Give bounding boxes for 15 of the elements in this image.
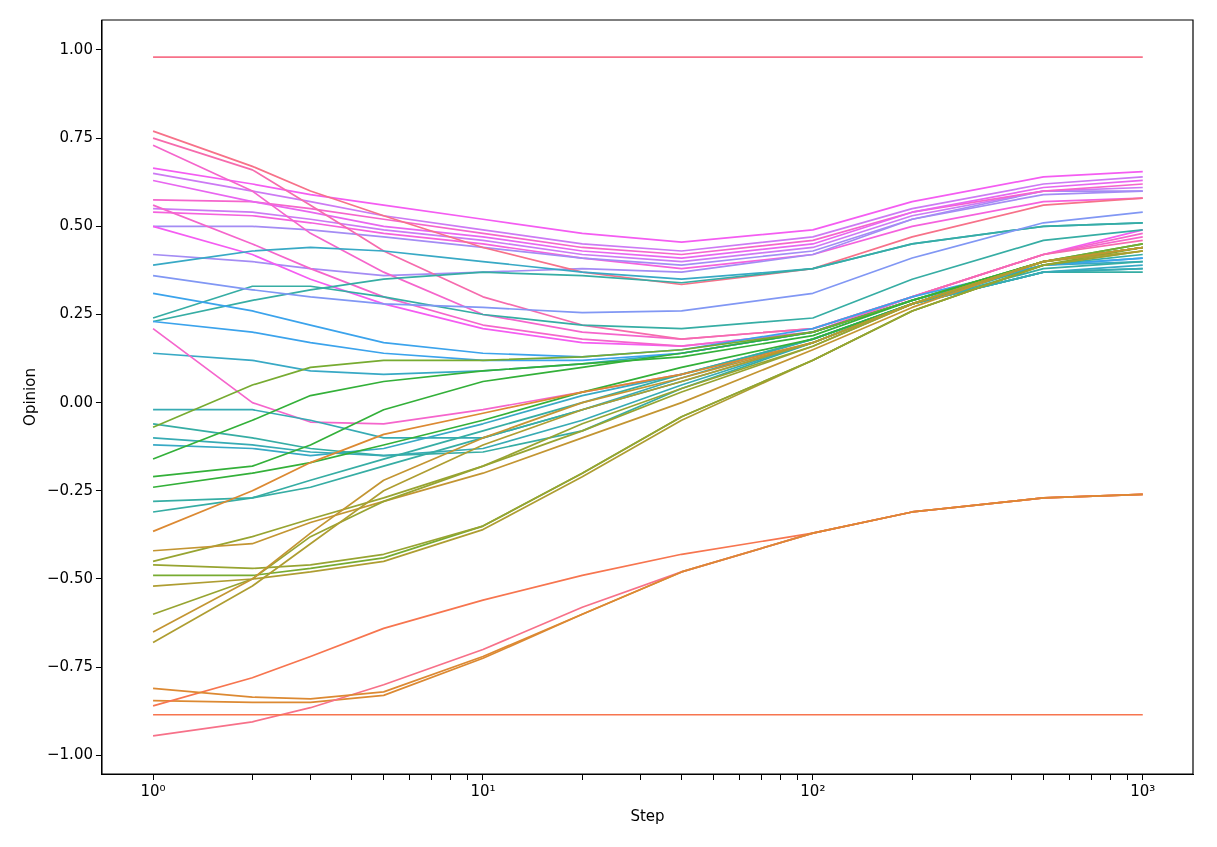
- y-tick-label: 0.50: [59, 216, 93, 235]
- y-tick-label: 0.75: [59, 128, 93, 147]
- y-axis-title: Opinion: [20, 368, 39, 426]
- x-tick-label: 10¹: [470, 781, 496, 800]
- y-tick-label: 0.25: [59, 304, 93, 323]
- x-tick-label: 10³: [1130, 781, 1156, 800]
- y-tick-label: 0.00: [59, 392, 93, 411]
- x-tick-label: 10²: [800, 781, 826, 800]
- y-tick-label: 1.00: [59, 39, 93, 58]
- y-tick-label: −0.75: [47, 657, 93, 676]
- x-axis-title: Step: [630, 806, 665, 825]
- y-tick-label: −1.00: [47, 745, 93, 764]
- y-tick-label: −0.25: [47, 480, 93, 499]
- x-tick-label: 10⁰: [140, 781, 166, 800]
- y-tick-label: −0.50: [47, 568, 93, 587]
